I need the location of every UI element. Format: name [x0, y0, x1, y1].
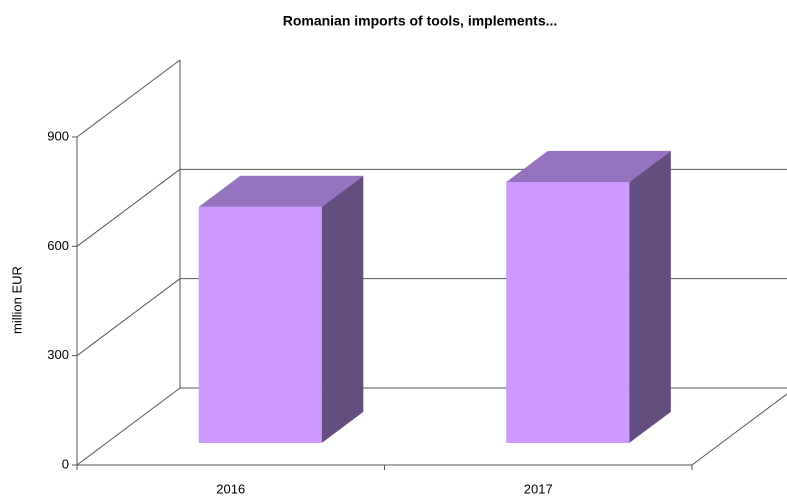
bar — [198, 206, 322, 443]
grid-line — [76, 387, 181, 466]
y-tick-label: 900 — [47, 128, 69, 143]
bar-side — [629, 150, 671, 443]
y-tick-label: 300 — [47, 347, 69, 362]
chart-title: Romanian imports of tools, implements... — [283, 13, 558, 29]
grid-line — [76, 278, 181, 357]
x-tick-label: 2017 — [524, 481, 553, 496]
bar-top — [198, 175, 364, 207]
grid-line — [76, 59, 181, 138]
grid-line — [76, 168, 181, 247]
y-axis-label: million EUR — [9, 266, 24, 334]
x-tick-label: 2016 — [216, 481, 245, 496]
bar-side — [321, 175, 364, 443]
y-tick-label: 600 — [47, 238, 69, 253]
floor-right — [691, 393, 787, 466]
bar-top — [506, 150, 671, 183]
bar — [506, 182, 630, 443]
y-tick-label: 0 — [62, 456, 69, 471]
